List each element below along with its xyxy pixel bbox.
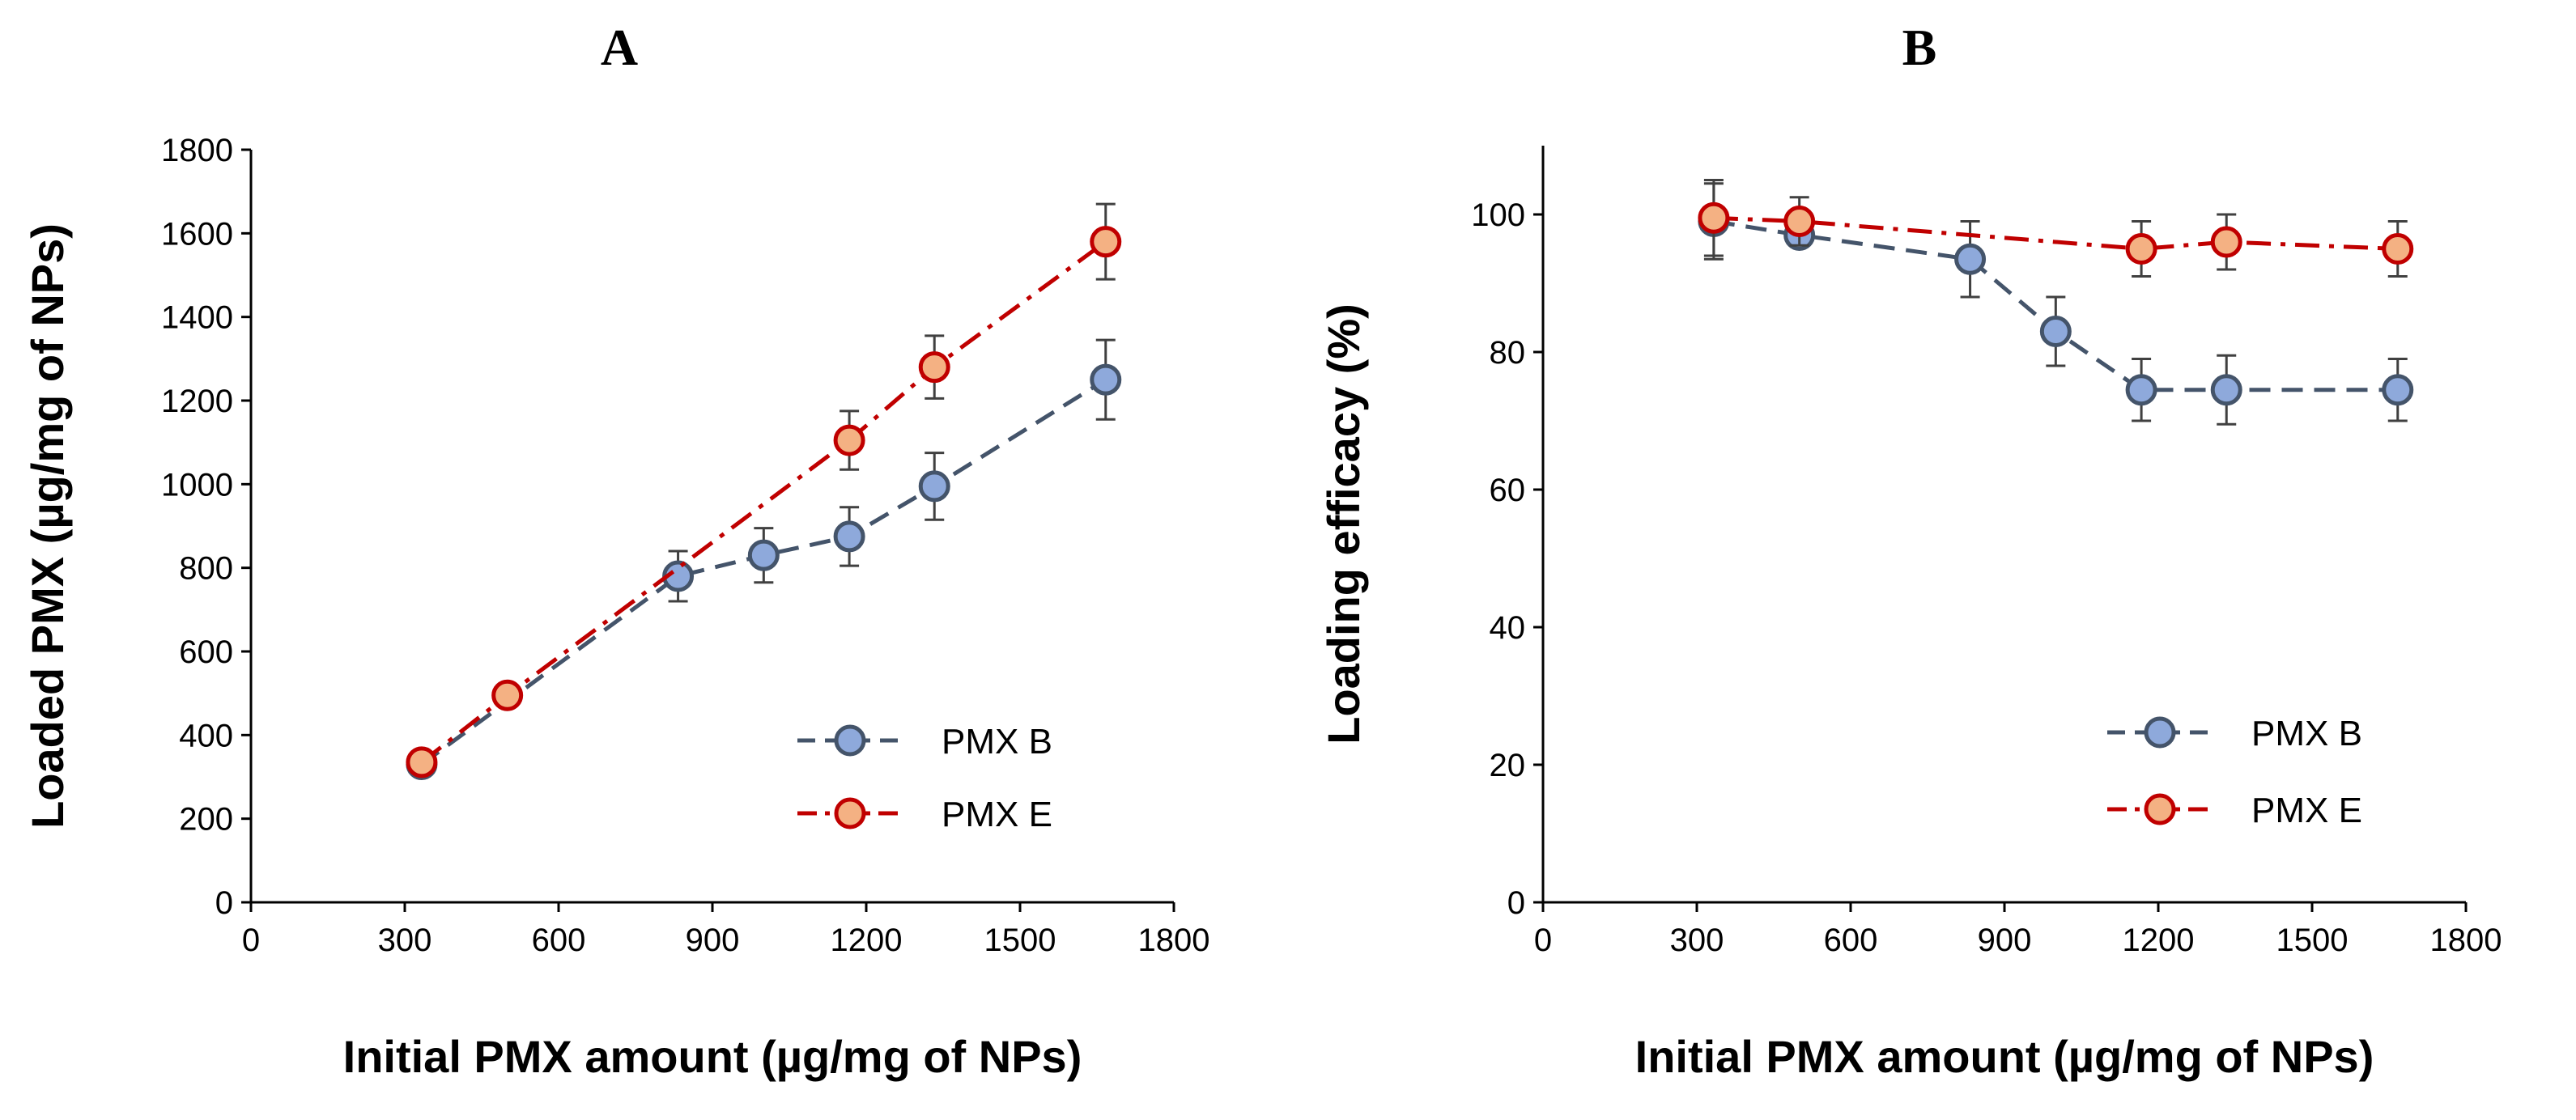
chart-a-y-tick-label: 0 bbox=[215, 885, 233, 921]
chart-b-svg: B 0 20 40 60 80 100 0 300 600 900 1200 1500 1800 Initi… bbox=[1318, 19, 2502, 1082]
chart-a-x-tick-label: 300 bbox=[378, 923, 432, 958]
chart-a-x-axis-title: Initial PMX amount (µg/mg of NPs) bbox=[343, 1031, 1082, 1082]
chart-b-x-tick-label: 300 bbox=[1670, 923, 1724, 958]
chart-a-x-tick-label: 1200 bbox=[831, 923, 903, 958]
chart-b-series-pmx-b-point bbox=[1954, 243, 1987, 275]
chart-b-y-tick-label: 60 bbox=[1490, 473, 1526, 508]
chart-b-series-pmx-e-point bbox=[1783, 206, 1816, 237]
chart-b-series-pmx-e-point bbox=[2125, 233, 2157, 265]
chart-b-series-pmx-b-point bbox=[2382, 374, 2414, 406]
chart-a-y-tick-label: 800 bbox=[179, 551, 233, 587]
chart-a-series-pmx-b-point bbox=[918, 470, 950, 503]
chart-a-series-pmx-e-point bbox=[406, 746, 438, 778]
chart-a-y-tick-label: 1200 bbox=[161, 384, 233, 419]
chart-b-x-tick-label: 1800 bbox=[2430, 923, 2502, 958]
chart-b-panel-label: B bbox=[1902, 19, 1937, 76]
chart-a-y-tick-label: 400 bbox=[179, 718, 233, 753]
chart-b-series-pmx-b-point bbox=[2039, 316, 2072, 347]
chart-a-y-tick-label: 600 bbox=[179, 634, 233, 670]
chart-a-series-pmx-b-legend-label: PMX B bbox=[942, 722, 1052, 762]
chart-b-x-tick-label: 1500 bbox=[2276, 923, 2349, 958]
chart-a-series-pmx-b-point bbox=[747, 539, 780, 571]
chart-b-series-pmx-b-legend-marker bbox=[2144, 716, 2176, 749]
chart-b-x-tick-label: 900 bbox=[1978, 923, 2032, 958]
chart-a-y-tick-label: 200 bbox=[179, 802, 233, 838]
chart-a-x-tick-label: 600 bbox=[532, 923, 586, 958]
chart-panel-b: B 0 20 40 60 80 100 0 300 600 900 1200 1500 1800 Initi… bbox=[1288, 0, 2576, 1120]
chart-b-y-tick-label: 20 bbox=[1490, 748, 1526, 783]
chart-a-series-pmx-b-legend-marker bbox=[834, 724, 866, 757]
chart-a-x-tick-label: 1500 bbox=[984, 923, 1056, 958]
chart-b-y-tick-label: 80 bbox=[1490, 335, 1526, 371]
chart-a-x-tick-label: 900 bbox=[686, 923, 740, 958]
chart-b-series-pmx-b-point bbox=[2210, 374, 2242, 406]
chart-b-series-pmx-b-point bbox=[2125, 374, 2157, 406]
chart-a-series-pmx-b-point bbox=[833, 520, 865, 553]
chart-b-y-tick-label: 0 bbox=[1507, 885, 1525, 921]
chart-b-series-pmx-b-legend-label: PMX B bbox=[2251, 714, 2362, 753]
chart-a-series-pmx-e-point bbox=[918, 351, 950, 384]
chart-a-series-pmx-e-legend-marker bbox=[834, 797, 866, 829]
chart-a-series-pmx-e-point bbox=[1090, 226, 1122, 258]
chart-a-panel-label: A bbox=[601, 19, 638, 76]
chart-a-series-pmx-e-legend-label: PMX E bbox=[942, 795, 1052, 834]
chart-a-series-pmx-b-line bbox=[420, 378, 1107, 766]
chart-b-series-pmx-e-point bbox=[2210, 226, 2242, 258]
chart-b-y-tick-label: 40 bbox=[1490, 610, 1526, 646]
chart-panel-a: A 0 200 400 600 800 1000 1200 1400 1600 1800 0 300 60… bbox=[22, 19, 1210, 1082]
chart-a-y-tick-label: 1000 bbox=[161, 467, 233, 503]
chart-a-series-pmx-b-point bbox=[1090, 363, 1122, 396]
chart-a-series-pmx-e-point bbox=[491, 679, 524, 711]
chart-a-y-tick-label: 1800 bbox=[161, 133, 233, 168]
chart-b-series-pmx-e-point bbox=[2382, 233, 2414, 265]
chart-b-y-tick-label: 100 bbox=[1471, 197, 1525, 233]
chart-a-series-pmx-e-point bbox=[833, 424, 865, 456]
chart-a-x-tick-label: 0 bbox=[242, 923, 260, 958]
chart-a-y-tick-label: 1400 bbox=[161, 300, 233, 336]
chart-a-series-pmx-e-line bbox=[420, 240, 1107, 764]
chart-a-y-tick-label: 1600 bbox=[161, 216, 233, 252]
chart-b-x-tick-label: 0 bbox=[1534, 923, 1552, 958]
chart-a-svg: A 0 200 400 600 800 1000 1200 1400 1600 1800 0 300 60… bbox=[22, 19, 1210, 1082]
chart-b-series-pmx-e-point bbox=[1698, 202, 1730, 234]
chart-a-x-tick-label: 1800 bbox=[1138, 923, 1210, 958]
chart-b-series-pmx-e-line bbox=[1713, 215, 2398, 252]
chart-b-series-pmx-e-legend-label: PMX E bbox=[2251, 791, 2362, 830]
chart-a-y-axis-title: Loaded PMX (µg/mg of NPs) bbox=[22, 223, 73, 829]
chart-b-x-tick-label: 600 bbox=[1824, 923, 1878, 958]
chart-b-series-pmx-e-legend-marker bbox=[2144, 793, 2176, 825]
chart-b-x-tick-label: 1200 bbox=[2123, 923, 2195, 958]
chart-b-x-axis-title: Initial PMX amount (µg/mg of NPs) bbox=[1635, 1031, 2374, 1082]
chart-b-y-axis-title: Loading efficacy (%) bbox=[1318, 303, 1369, 745]
